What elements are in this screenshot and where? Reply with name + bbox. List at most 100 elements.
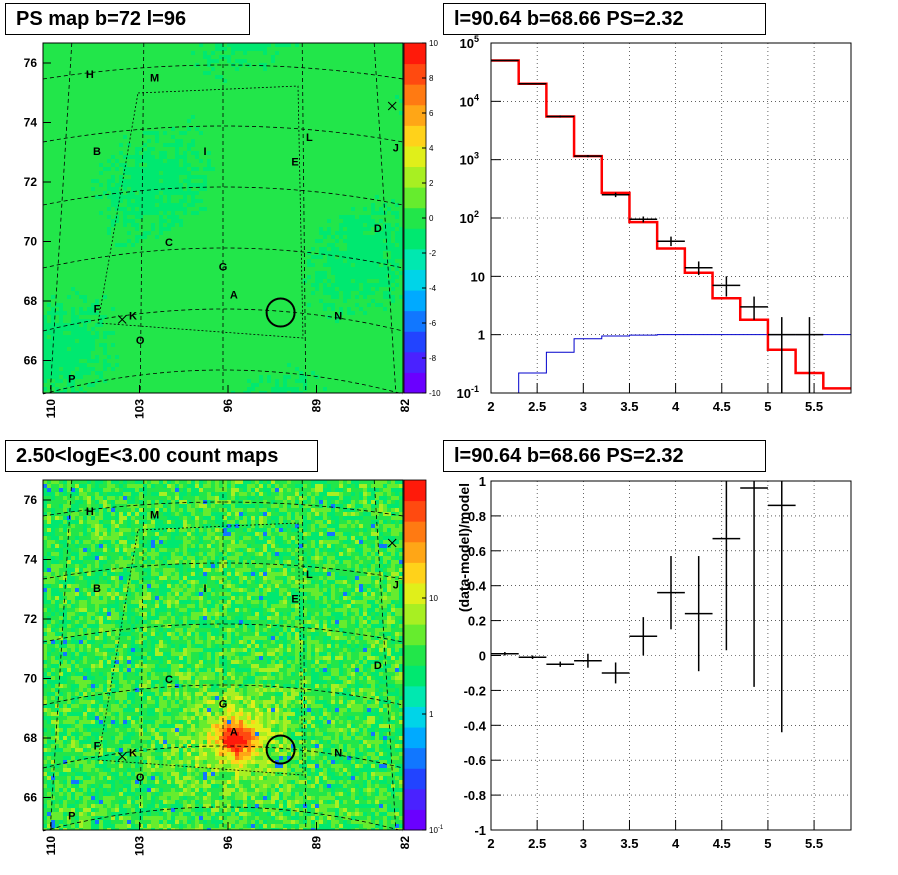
map-pixel — [79, 223, 83, 227]
map-pixel — [291, 191, 295, 195]
map-pixel — [383, 143, 387, 147]
map-pixel — [275, 207, 279, 211]
map-pixel — [99, 115, 103, 119]
map-pixel — [151, 59, 155, 63]
map-pixel — [259, 63, 263, 67]
map-pixel — [163, 203, 167, 207]
map-pixel — [163, 123, 167, 127]
map-pixel — [295, 175, 299, 179]
map-pixel — [71, 59, 75, 63]
map-pixel — [195, 123, 199, 127]
map-pixel — [55, 107, 59, 111]
map-pixel — [311, 135, 315, 139]
map-pixel — [199, 71, 203, 75]
map-pixel — [355, 203, 359, 207]
map-pixel — [287, 111, 291, 115]
map-pixel — [87, 263, 91, 267]
map-pixel — [119, 59, 123, 63]
map-pixel — [295, 243, 299, 247]
map-pixel — [47, 167, 51, 171]
map-pixel — [331, 195, 335, 199]
map-pixel — [175, 47, 179, 51]
map-pixel — [199, 63, 203, 67]
map-pixel — [135, 183, 139, 187]
map-pixel — [143, 223, 147, 227]
map-pixel — [187, 251, 191, 255]
map-pixel — [155, 207, 159, 211]
map-pixel — [399, 99, 403, 103]
map-pixel — [231, 207, 235, 211]
map-pixel — [183, 111, 187, 115]
map-pixel — [359, 99, 363, 103]
map-pixel — [235, 227, 239, 231]
map-pixel — [163, 175, 167, 179]
map-pixel — [87, 135, 91, 139]
map-pixel — [55, 199, 59, 203]
map-pixel — [203, 107, 207, 111]
map-pixel — [51, 247, 55, 251]
map-pixel — [395, 63, 399, 67]
map-pixel — [339, 171, 343, 175]
map-pixel — [291, 255, 295, 259]
map-pixel — [51, 211, 55, 215]
map-pixel — [247, 195, 251, 199]
map-pixel — [251, 75, 255, 79]
map-pixel — [79, 263, 83, 267]
map-pixel — [63, 115, 67, 119]
map-pixel — [363, 175, 367, 179]
map-pixel — [43, 247, 47, 251]
map-pixel — [211, 91, 215, 95]
map-pixel — [315, 123, 319, 127]
map-pixel — [99, 75, 103, 79]
map-pixel — [127, 111, 131, 115]
map-pixel — [267, 135, 271, 139]
map-pixel — [211, 87, 215, 91]
map-pixel — [151, 263, 155, 267]
map-pixel — [299, 203, 303, 207]
map-pixel — [79, 243, 83, 247]
map-pixel — [135, 63, 139, 67]
map-pixel — [103, 51, 107, 55]
map-pixel — [303, 203, 307, 207]
map-pixel — [391, 219, 395, 223]
map-pixel — [119, 43, 123, 47]
map-pixel — [287, 71, 291, 75]
map-pixel — [379, 91, 383, 95]
map-pixel — [211, 99, 215, 103]
map-pixel — [87, 219, 91, 223]
map-pixel — [151, 143, 155, 147]
map-pixel — [199, 179, 203, 183]
map-pixel — [195, 247, 199, 251]
map-pixel — [75, 187, 79, 191]
map-pixel — [47, 247, 51, 251]
map-pixel — [167, 147, 171, 151]
map-pixel — [91, 223, 95, 227]
map-pixel — [95, 43, 99, 47]
map-pixel — [295, 255, 299, 259]
map-pixel — [367, 139, 371, 143]
map-pixel — [103, 83, 107, 87]
map-pixel — [119, 219, 123, 223]
map-pixel — [375, 159, 379, 163]
map-pixel — [207, 135, 211, 139]
map-pixel — [179, 139, 183, 143]
map-pixel — [295, 183, 299, 187]
map-pixel — [335, 219, 339, 223]
map-pixel — [267, 207, 271, 211]
map-pixel — [63, 183, 67, 187]
map-pixel — [223, 135, 227, 139]
map-pixel — [323, 67, 327, 71]
map-pixel — [91, 75, 95, 79]
map-pixel — [271, 179, 275, 183]
map-pixel — [395, 163, 399, 167]
map-pixel — [211, 67, 215, 71]
map-pixel — [51, 223, 55, 227]
map-pixel — [143, 99, 147, 103]
map-pixel — [383, 151, 387, 155]
map-pixel — [107, 183, 111, 187]
map-pixel — [251, 103, 255, 107]
map-pixel — [91, 219, 95, 223]
map-pixel — [335, 239, 339, 243]
map-pixel — [363, 55, 367, 59]
map-pixel — [271, 199, 275, 203]
